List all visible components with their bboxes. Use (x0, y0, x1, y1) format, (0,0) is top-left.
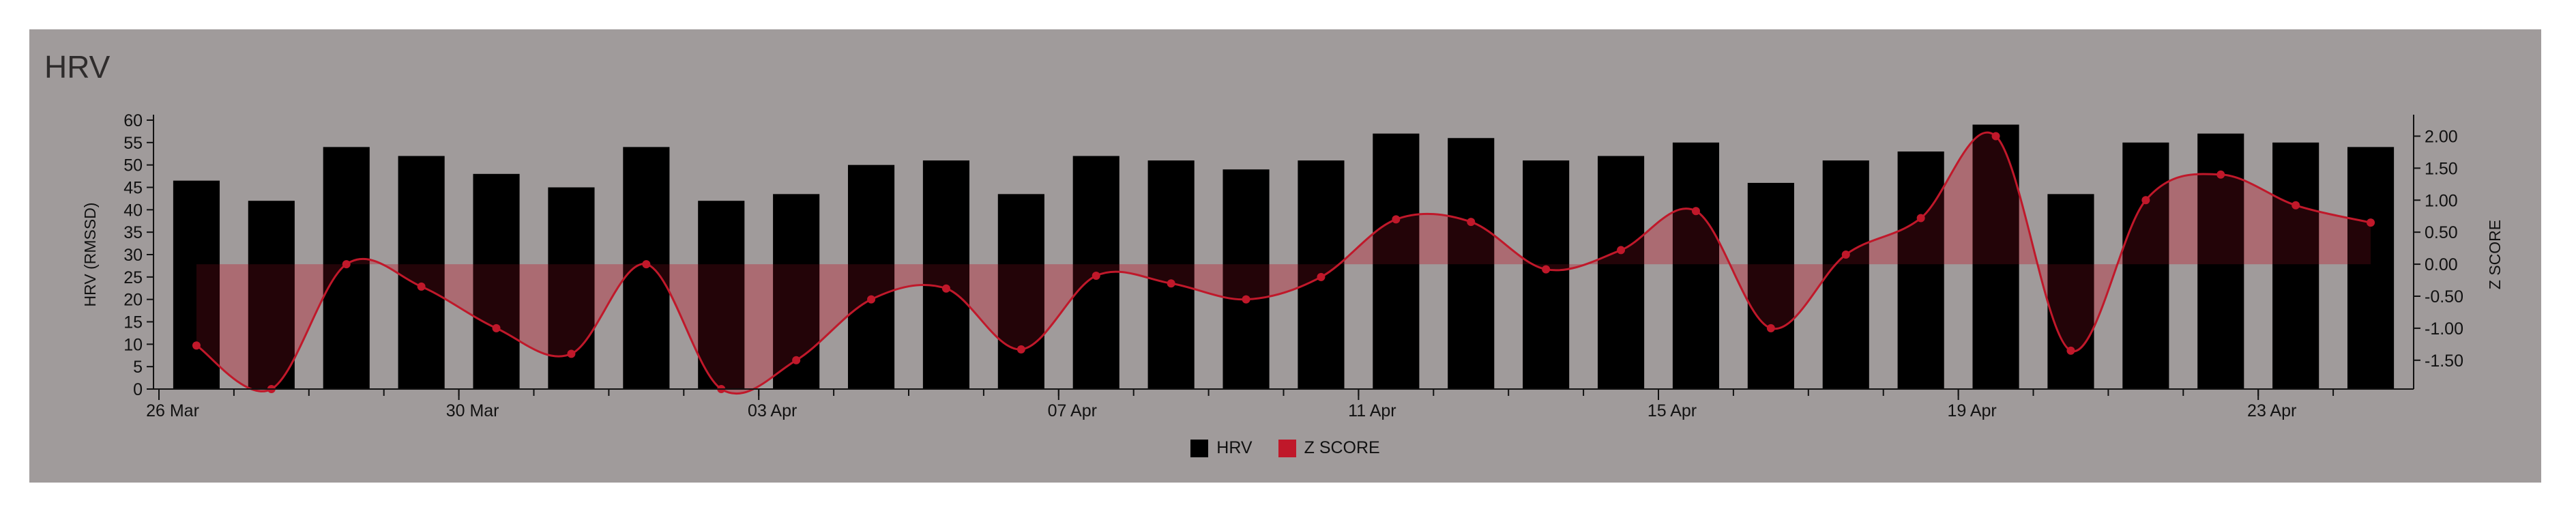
hrv-bar (698, 201, 745, 389)
zscore-point (1392, 215, 1401, 224)
chart-title: HRV (44, 49, 111, 85)
zscore-point (567, 349, 576, 358)
zscore-point (941, 284, 950, 293)
legend-swatch-hrv (1190, 439, 1209, 457)
hrv-bar (1597, 156, 1645, 390)
hrv-bar (2122, 142, 2169, 390)
zscore-point (1916, 214, 1925, 223)
zscore-point (1242, 295, 1250, 304)
y2-tick-label: 2.00 (2425, 127, 2458, 146)
chart-legend: HRV Z SCORE (29, 438, 2541, 458)
x-tick-label: 07 Apr (1048, 401, 1097, 420)
hrv-bar (1448, 138, 1495, 389)
x-tick-label: 19 Apr (1947, 401, 1996, 420)
zscore-band-overlay (196, 132, 2371, 394)
zscore-point (867, 295, 876, 304)
chart-panel: HRV 0 5 10 15 20 25 30 35 40 45 50 55 60 -1.50 -1.00 -0… (29, 29, 2541, 483)
hrv-bar (2047, 194, 2094, 389)
hrv-bar-layer (173, 124, 2395, 390)
y2-tick-label: 0.00 (2425, 255, 2458, 274)
y-tick-label: 30 (123, 246, 143, 265)
x-tick-label: 11 Apr (1348, 401, 1396, 420)
y2-axis-title: Z SCORE (2486, 220, 2504, 289)
y-tick-label: 55 (123, 134, 143, 153)
zscore-point (1766, 324, 1775, 332)
hrv-bar (473, 173, 520, 390)
hrv-bar (398, 156, 445, 390)
y-tick-label: 45 (123, 179, 143, 198)
y2-tick-label: 1.50 (2425, 159, 2458, 178)
y-tick-label: 40 (123, 201, 143, 220)
y2-tick-label: 1.00 (2425, 191, 2458, 210)
hrv-bar (1223, 169, 1270, 389)
zscore-point (1991, 132, 2000, 141)
zscore-point (2216, 170, 2225, 179)
hrv-bar (1747, 182, 1794, 389)
y-tick-label: 50 (123, 156, 143, 175)
zscore-point (642, 260, 651, 269)
x-tick-label: 26 Mar (146, 401, 199, 420)
zscore-point (2292, 201, 2300, 210)
y-tick-label: 35 (123, 223, 143, 242)
axes: 0 5 10 15 20 25 30 35 40 45 50 55 60 -1.50 -1.00 -0.50 0… (123, 111, 2463, 420)
legend-label-zscore: Z SCORE (1304, 438, 1380, 457)
zscore-point (2066, 346, 2075, 355)
zscore-point (417, 282, 426, 291)
y-tick-label: 60 (123, 111, 143, 130)
zscore-point (192, 341, 201, 350)
y2-tick-label: 0.50 (2425, 223, 2458, 242)
x-tick-label: 30 Mar (446, 401, 499, 420)
zscore-point (1092, 271, 1100, 280)
y2-tick-label: -0.50 (2425, 287, 2463, 306)
hrv-bar (2272, 142, 2319, 390)
hrv-bar (847, 164, 895, 389)
zscore-point (1542, 265, 1551, 274)
hrv-bar (173, 180, 220, 389)
zscore-point (342, 260, 351, 269)
x-tick-label: 15 Apr (1648, 401, 1697, 420)
zscore-point (1167, 279, 1175, 288)
y2-tick-label: -1.00 (2425, 319, 2463, 339)
hrv-bar (1373, 133, 1420, 389)
hrv-bar (1147, 160, 1195, 389)
zscore-point (1617, 246, 1626, 255)
hrv-bar (1822, 160, 1869, 389)
y-tick-label: 10 (123, 335, 143, 354)
y-tick-label: 15 (123, 313, 143, 332)
hrv-bar (2347, 147, 2395, 389)
zscore-point (1467, 218, 1476, 227)
zscore-point (1016, 345, 1025, 354)
legend-swatch-zscore (1278, 439, 1296, 457)
hrv-bar (1897, 151, 1944, 389)
hrv-bar (997, 194, 1044, 389)
x-tick-label: 03 Apr (748, 401, 797, 420)
y-tick-label: 25 (123, 268, 143, 287)
x-tick-label: 23 Apr (2247, 401, 2296, 420)
hrv-bar (1672, 142, 1720, 390)
legend-item-zscore[interactable]: Z SCORE (1278, 438, 1380, 458)
zscore-point (2367, 218, 2375, 227)
zscore-band-layer (196, 132, 2371, 394)
zscore-point (1841, 250, 1850, 259)
zscore-point (1317, 272, 1326, 281)
y-tick-label: 5 (133, 358, 143, 377)
y-tick-label: 0 (133, 380, 143, 399)
zscore-line (196, 131, 2371, 395)
zscore-band (196, 132, 2371, 394)
hrv-chart: 0 5 10 15 20 25 30 35 40 45 50 55 60 -1.50 -1.00 -0.50 0… (81, 111, 2504, 420)
hrv-bar (1523, 160, 1570, 389)
y-tick-label: 20 (123, 291, 143, 310)
legend-item-hrv[interactable]: HRV (1190, 438, 1253, 458)
hrv-bar (248, 201, 295, 389)
y-axis-title: HRV (RMSSD) (81, 203, 99, 307)
legend-label-hrv: HRV (1216, 438, 1253, 457)
zscore-point (2141, 196, 2150, 205)
zscore-line-layer (192, 131, 2375, 395)
zscore-point (792, 356, 801, 364)
zscore-point (1691, 207, 1700, 216)
zscore-point (492, 324, 501, 332)
y2-tick-label: -1.50 (2425, 352, 2463, 371)
hrv-bar (922, 160, 970, 389)
